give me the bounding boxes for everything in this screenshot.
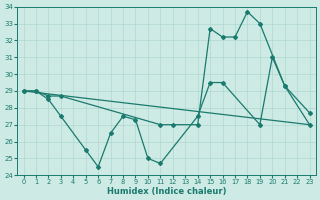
X-axis label: Humidex (Indice chaleur): Humidex (Indice chaleur) <box>107 187 226 196</box>
